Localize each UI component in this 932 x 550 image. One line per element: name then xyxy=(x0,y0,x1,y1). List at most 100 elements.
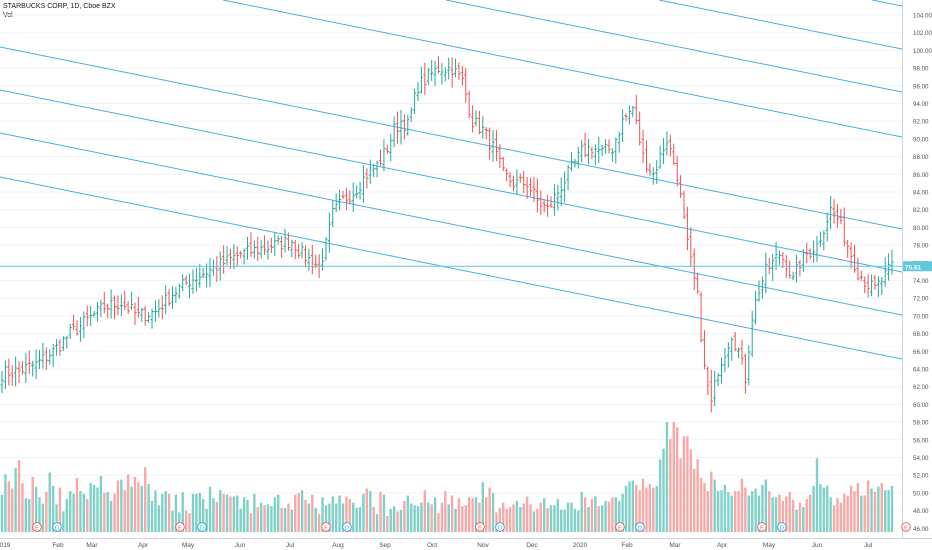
ohlc-bar xyxy=(621,109,625,142)
volume-bar xyxy=(467,497,471,532)
volume-bar xyxy=(184,510,188,532)
ohlc-bar xyxy=(348,190,352,205)
ohlc-bar xyxy=(798,260,802,277)
price-tick-label: 52.00 xyxy=(913,473,929,480)
volume-bar xyxy=(430,504,433,532)
volume-bar xyxy=(481,482,485,532)
ohlc-bar xyxy=(873,274,877,290)
event-marker-earnings[interactable]: E xyxy=(321,522,331,532)
event-marker-dividend[interactable]: D xyxy=(52,522,62,532)
event-marker-earnings[interactable]: E xyxy=(615,522,625,532)
volume-bar xyxy=(761,484,764,532)
volume-bar xyxy=(147,484,150,532)
event-marker-dividend[interactable]: D xyxy=(635,522,645,532)
volume-bar xyxy=(733,491,737,532)
ohlc-bar xyxy=(37,350,42,369)
ohlc-bar xyxy=(600,144,604,157)
ohlc-bar xyxy=(641,129,645,164)
time-tick-label: Apr xyxy=(717,542,728,549)
ohlc-bar xyxy=(597,136,601,164)
volume-bar xyxy=(597,506,600,532)
ohlc-bar xyxy=(194,267,198,292)
time-tick-label: Jun xyxy=(235,542,246,549)
ohlc-bar xyxy=(208,257,212,287)
volume-bar xyxy=(161,493,164,532)
time-tick-label: 019 xyxy=(0,542,11,549)
volume-bar xyxy=(198,492,201,532)
volume-bar xyxy=(396,511,399,532)
volume-bar xyxy=(699,477,703,532)
volume-bar xyxy=(392,506,396,532)
volume-bar xyxy=(764,479,768,532)
ohlc-bar xyxy=(747,345,751,386)
volume-bar xyxy=(423,490,427,532)
ohlc-bar xyxy=(177,283,181,299)
ohlc-bar xyxy=(31,360,35,377)
volume-bar xyxy=(144,467,147,532)
price-tick-label: 92.00 xyxy=(913,119,929,126)
volume-bar xyxy=(720,490,723,532)
ohlc-bar xyxy=(668,134,672,157)
volume-bar xyxy=(109,500,113,532)
price-tick-label: 104.00 xyxy=(913,13,932,20)
ohlc-bar xyxy=(419,66,424,94)
event-marker-dividend[interactable]: D xyxy=(495,522,505,532)
event-marker-earnings[interactable]: E xyxy=(757,522,767,532)
ohlc-bar xyxy=(706,366,710,395)
ohlc-bar xyxy=(283,228,287,253)
volume-bar xyxy=(542,498,546,532)
price-tick-label: 96.00 xyxy=(913,83,929,90)
event-marker-dividend[interactable]: D xyxy=(777,522,787,532)
time-tick-label: Feb xyxy=(621,542,633,549)
event-marker-earnings[interactable]: E xyxy=(175,522,185,532)
volume-bar xyxy=(317,514,321,532)
volume-bar xyxy=(266,504,270,532)
volume-bar xyxy=(648,484,652,532)
ohlc-bar xyxy=(372,163,376,177)
volume-bar xyxy=(433,497,437,532)
price-tick-label: 98.00 xyxy=(913,66,929,73)
ohlc-bar xyxy=(58,339,62,356)
ohlc-bar xyxy=(24,352,28,383)
volume-bar xyxy=(781,500,785,532)
ohlc-bar xyxy=(808,248,812,260)
ohlc-bar xyxy=(852,244,857,273)
volume-bar xyxy=(324,505,328,532)
event-marker-earnings[interactable]: E xyxy=(475,522,485,532)
volume-bar xyxy=(457,498,461,532)
ohlc-bar xyxy=(535,178,539,213)
ohlc-bar xyxy=(355,185,359,199)
ohlc-bar xyxy=(764,252,768,294)
ohlc-bar xyxy=(583,132,587,158)
volume-bar xyxy=(290,509,294,532)
price-tick-label: 86.00 xyxy=(913,172,929,179)
volume-bar xyxy=(662,448,665,532)
ohlc-bar xyxy=(869,274,874,297)
volume-bar xyxy=(82,493,86,532)
ohlc-bar xyxy=(453,58,458,78)
ohlc-bar xyxy=(82,311,86,339)
volume-bar xyxy=(866,480,870,532)
volume-bar xyxy=(273,497,276,532)
ohlc-bar xyxy=(320,248,325,271)
volume-bar xyxy=(703,483,706,532)
time-tick-label: Jul xyxy=(286,542,295,549)
volume-bar xyxy=(116,480,120,532)
ohlc-bar xyxy=(866,274,870,298)
ohlc-bar xyxy=(692,248,696,291)
event-marker-dividend[interactable]: D xyxy=(197,522,207,532)
volume-bar xyxy=(870,488,873,532)
event-marker-dividend[interactable]: D xyxy=(342,522,352,532)
event-marker-earnings[interactable]: E xyxy=(901,522,911,532)
time-tick-label: May xyxy=(763,542,776,549)
event-marker-earnings[interactable]: E xyxy=(32,522,42,532)
ohlc-bar xyxy=(726,342,730,368)
ohlc-bar xyxy=(556,184,560,211)
volume-bar xyxy=(788,492,791,532)
price-tick-label: 88.00 xyxy=(913,154,929,161)
volume-bar xyxy=(757,495,761,532)
price-tick-label: 54.00 xyxy=(913,455,929,462)
volume-bar xyxy=(137,482,140,532)
ohlc-bar xyxy=(829,196,833,230)
